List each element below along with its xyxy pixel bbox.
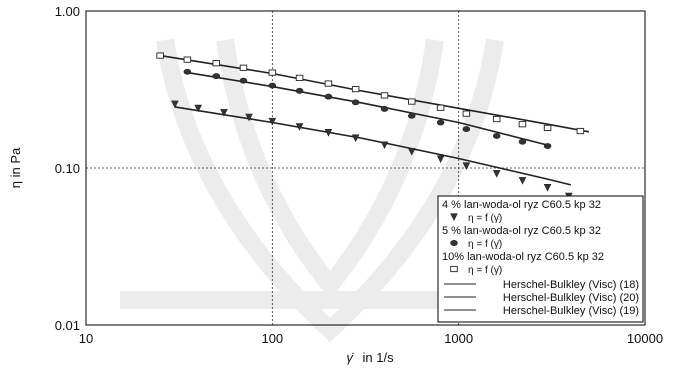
- square-marker: [351, 86, 360, 93]
- x-tick-label: 10: [79, 331, 93, 346]
- legend-fit-name: Herschel-Bulkley (Visc) (20): [503, 292, 639, 304]
- x-tick-label: 10000: [627, 331, 663, 346]
- circle-marker: [518, 138, 527, 145]
- square-marker: [450, 265, 458, 273]
- triangle-marker: [220, 109, 228, 117]
- plot-frame: [85, 10, 646, 326]
- triangle-marker: [380, 141, 389, 150]
- circle-marker: [380, 105, 389, 112]
- circle-marker: [450, 240, 458, 246]
- square-marker: [268, 69, 277, 76]
- triangle-marker: [295, 123, 304, 131]
- x-tick-labels: 10 100 1000 10000: [79, 331, 663, 346]
- square-marker: [407, 98, 416, 105]
- legend-fit-name: Herschel-Bulkley (Visc) (19): [503, 305, 639, 317]
- triangle-marker: [450, 213, 458, 221]
- square-marker: [492, 115, 501, 123]
- triangle-marker: [543, 184, 552, 192]
- y-tick-label: 0.01: [55, 318, 80, 333]
- legend-series-name: 10% lan-woda-ol ryz C60.5 kp 32: [442, 251, 604, 263]
- circle-marker: [462, 126, 471, 133]
- legend-series-name: 5 % lan-woda-ol ryz C60.5 kp 32: [442, 225, 601, 237]
- triangle-marker: [518, 177, 527, 185]
- circle-marker: [351, 99, 360, 106]
- square-marker: [324, 80, 333, 87]
- square-marker: [518, 121, 527, 128]
- legend: 4 % lan-woda-ol ryz C60.5 kp 32 η = f (γ̇…: [437, 195, 644, 323]
- circle-marker: [183, 68, 192, 75]
- x-axis-unit: in 1/s: [363, 350, 395, 365]
- square-marker: [212, 60, 220, 67]
- square-marker: [156, 52, 164, 59]
- circle-marker: [268, 82, 277, 89]
- triangle-marker: [462, 162, 471, 170]
- square-marker: [462, 110, 471, 117]
- circle-marker: [324, 93, 333, 100]
- x-axis-label: γ̇ in 1/s: [346, 350, 394, 365]
- x-tick-label: 100: [261, 331, 283, 346]
- legend-series-formula: η = f (γ̇): [468, 265, 502, 276]
- legend-series-name: 4 % lan-woda-ol ryz C60.5 kp 32: [442, 199, 601, 211]
- square-marker: [295, 74, 304, 81]
- legend-series-formula: η = f (γ̇): [468, 213, 502, 224]
- triangle-marker: [324, 129, 333, 137]
- square-marker: [576, 127, 585, 135]
- triangle-marker: [268, 117, 277, 126]
- triangle-marker: [436, 155, 445, 164]
- circle-marker: [212, 73, 221, 80]
- circle-marker: [436, 119, 445, 126]
- x-axis-symbol: γ̇: [346, 350, 354, 365]
- circle-marker: [492, 133, 501, 139]
- triangle-marker: [245, 113, 253, 122]
- legend-box: [437, 195, 644, 323]
- x-tick-label: 1000: [444, 331, 473, 346]
- circle-marker: [407, 112, 416, 119]
- triangle-marker: [407, 148, 416, 156]
- y-tick-label: 1.00: [55, 4, 80, 19]
- y-axis-label: η in Pa: [8, 147, 23, 188]
- legend-series-formula: η = f (γ̇): [468, 239, 502, 250]
- triangle-marker: [171, 100, 179, 109]
- y-tick-label: 0.10: [55, 161, 80, 176]
- circle-marker: [543, 143, 552, 149]
- square-marker: [239, 64, 248, 71]
- data-points: [156, 52, 585, 201]
- triangle-marker: [492, 170, 501, 178]
- triangle-marker: [194, 104, 202, 113]
- square-marker: [183, 56, 192, 63]
- square-marker: [380, 92, 389, 99]
- circle-marker: [295, 87, 304, 94]
- square-marker: [436, 104, 445, 111]
- y-tick-labels: 0.01 0.10 1.00: [55, 4, 80, 333]
- square-marker: [543, 124, 552, 132]
- triangle-marker: [351, 134, 360, 143]
- circle-marker: [239, 77, 248, 84]
- legend-fit-name: Herschel-Bulkley (Visc) (18): [503, 279, 639, 291]
